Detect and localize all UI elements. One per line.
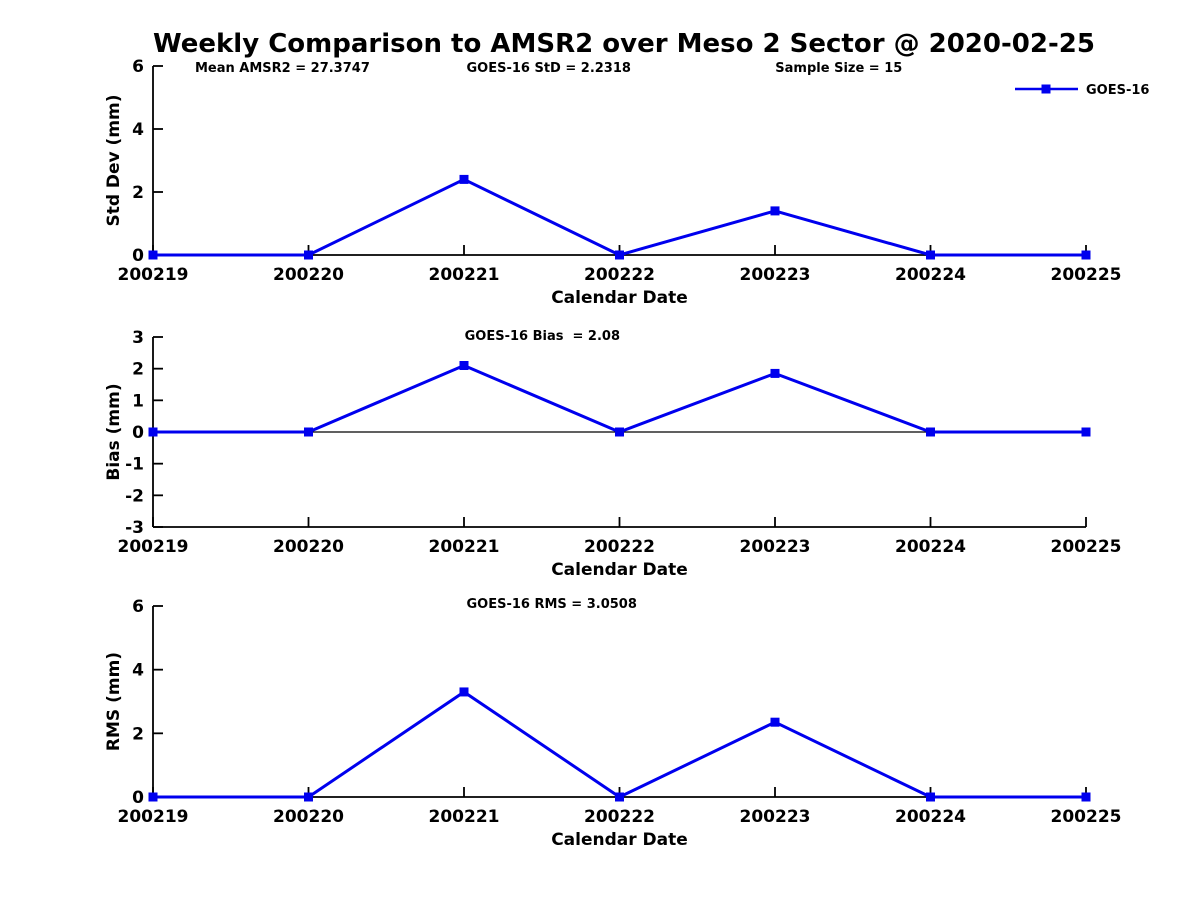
data-point-marker xyxy=(304,427,313,437)
y-axis-label: Bias (mm) xyxy=(104,383,124,480)
y-axis-label: Std Dev (mm) xyxy=(104,94,124,226)
x-tick-label: 200224 xyxy=(895,537,966,557)
data-line xyxy=(153,363,1086,434)
data-point-marker xyxy=(304,250,313,260)
x-axis-label: Calendar Date xyxy=(551,560,688,580)
y-tick-label: 2 xyxy=(132,183,144,203)
y-axis-label: RMS (mm) xyxy=(104,652,124,751)
stat-annotation: GOES-16 Bias = 2.08 xyxy=(465,329,620,344)
stat-annotation: GOES-16 StD = 2.2318 xyxy=(466,61,630,76)
x-tick-label: 200219 xyxy=(118,265,189,285)
x-tick-label: 200220 xyxy=(273,807,344,827)
y-tick-label: 6 xyxy=(132,57,144,77)
data-point-marker xyxy=(1081,792,1091,802)
data-point-marker xyxy=(148,427,158,437)
y-tick-label: -3 xyxy=(125,518,144,538)
y-tick-label: 2 xyxy=(132,724,144,744)
data-point-marker xyxy=(926,250,935,260)
x-tick-label: 200225 xyxy=(1051,537,1122,557)
data-point-marker xyxy=(770,368,780,378)
data-point-marker xyxy=(304,792,313,802)
x-tick-label: 200224 xyxy=(895,265,966,285)
x-tick-label: 200222 xyxy=(584,537,655,557)
x-tick-label: 200221 xyxy=(429,265,500,285)
data-line xyxy=(153,177,1086,257)
data-point-marker xyxy=(459,361,469,370)
data-point-marker xyxy=(148,792,158,802)
data-point-marker xyxy=(615,250,624,260)
x-tick-label: 200224 xyxy=(895,807,966,827)
data-point-marker xyxy=(459,174,469,184)
data-point-marker xyxy=(459,687,469,697)
x-tick-label: 200221 xyxy=(429,537,500,557)
data-point-marker xyxy=(1081,427,1091,437)
stat-annotation: Sample Size = 15 xyxy=(775,61,902,76)
x-axis-label: Calendar Date xyxy=(551,830,688,850)
data-point-marker xyxy=(148,250,158,260)
y-tick-label: 4 xyxy=(132,661,144,681)
legend: GOES-16 xyxy=(1015,83,1149,98)
x-tick-label: 200220 xyxy=(273,265,344,285)
y-tick-label: 2 xyxy=(132,360,144,380)
x-tick-label: 200221 xyxy=(429,807,500,827)
data-point-marker xyxy=(615,427,624,437)
figure-title: Weekly Comparison to AMSR2 over Meso 2 S… xyxy=(153,29,1095,59)
y-tick-label: 0 xyxy=(132,246,144,266)
data-point-marker xyxy=(1081,250,1091,260)
x-tick-label: 200223 xyxy=(740,537,811,557)
y-tick-label: -2 xyxy=(125,486,144,506)
y-tick-label: 1 xyxy=(132,391,144,411)
x-tick-label: 200225 xyxy=(1051,265,1122,285)
x-tick-label: 200222 xyxy=(584,265,655,285)
x-tick-label: 200219 xyxy=(118,807,189,827)
x-tick-label: 200219 xyxy=(118,537,189,557)
y-tick-label: 0 xyxy=(132,788,144,808)
data-point-marker xyxy=(615,792,624,802)
y-tick-label: 0 xyxy=(132,423,144,443)
data-point-marker xyxy=(926,427,935,437)
x-tick-label: 200225 xyxy=(1051,807,1122,827)
x-tick-label: 200223 xyxy=(740,807,811,827)
data-line xyxy=(153,690,1086,799)
stat-annotation: GOES-16 RMS = 3.0508 xyxy=(466,597,636,612)
x-tick-label: 200222 xyxy=(584,807,655,827)
x-tick-label: 200223 xyxy=(740,265,811,285)
y-tick-label: -1 xyxy=(125,455,144,475)
legend-label: GOES-16 xyxy=(1086,83,1149,98)
data-point-marker xyxy=(926,792,935,802)
y-tick-label: 6 xyxy=(132,597,144,617)
stat-annotation: Mean AMSR2 = 27.3747 xyxy=(195,61,370,76)
x-tick-label: 200220 xyxy=(273,537,344,557)
legend-marker-icon xyxy=(1041,84,1051,94)
y-tick-label: 3 xyxy=(132,328,144,348)
x-axis-label: Calendar Date xyxy=(551,288,688,308)
data-point-marker xyxy=(770,206,780,216)
y-tick-label: 4 xyxy=(132,120,144,140)
data-point-marker xyxy=(770,717,780,727)
